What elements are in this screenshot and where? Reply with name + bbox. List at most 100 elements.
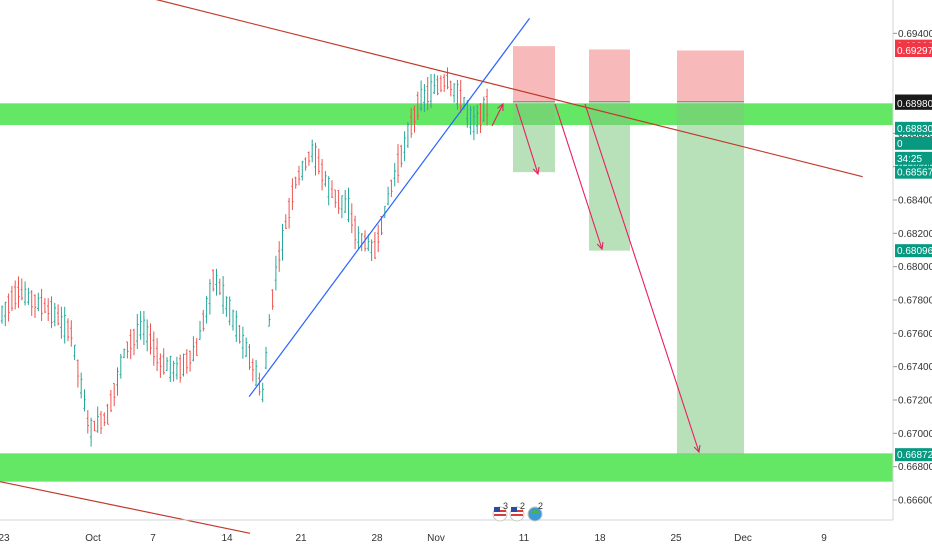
candle [235, 310, 238, 342]
time-axis-ticks[interactable]: 23 Oct 7 14 21 28 Nov 11 18 25 Dec 9 [0, 533, 827, 544]
candle [330, 180, 334, 199]
candle [53, 302, 56, 327]
price-label: 0.68096 [897, 246, 932, 257]
time-tick-label: 28 [371, 533, 383, 544]
candle [17, 276, 20, 308]
candle [274, 255, 278, 291]
candle [218, 278, 221, 296]
candle [446, 67, 449, 90]
candle [14, 280, 17, 310]
candle [423, 84, 426, 112]
candle [198, 320, 202, 340]
candle [165, 357, 169, 372]
candle [410, 107, 413, 138]
candle [215, 268, 218, 296]
candle [390, 179, 393, 197]
zone-layer [0, 103, 893, 482]
projection-arrow [584, 103, 700, 453]
price-tick-label: 0.66800 [898, 462, 932, 473]
price-tick-label: 0.67400 [898, 362, 932, 373]
candle [449, 80, 452, 97]
candle [264, 346, 268, 370]
candle [350, 203, 353, 234]
price-tick-label: 0.67800 [898, 296, 932, 307]
price-label-box [895, 44, 932, 57]
candle [146, 319, 149, 352]
candle [251, 358, 254, 382]
time-tick-label: 21 [295, 533, 307, 544]
candle [268, 314, 271, 327]
price-label-box [895, 121, 932, 135]
candle [40, 288, 43, 321]
support-zone [0, 453, 893, 482]
globe-event-count: 2 [538, 501, 543, 511]
candle [344, 189, 347, 213]
projection-arrow [554, 103, 603, 250]
candle [89, 417, 93, 447]
price-label-box [895, 136, 932, 150]
price-label-box [895, 165, 932, 179]
candle [469, 105, 472, 135]
candle [7, 293, 10, 322]
candle [452, 83, 456, 103]
us-event-icon[interactable]: 3 [492, 501, 508, 522]
candle [301, 160, 304, 181]
candle [261, 382, 264, 403]
price-tick-label: 0.68000 [898, 262, 932, 273]
candle [456, 79, 459, 110]
candle [429, 73, 433, 109]
candle [403, 131, 406, 162]
price-label: 0 [897, 139, 903, 150]
resistance-zone [0, 103, 893, 125]
candle [159, 353, 162, 378]
position-target-zone [589, 101, 630, 251]
candle [367, 234, 370, 252]
candle [195, 338, 198, 356]
candle [377, 224, 380, 253]
candle [27, 287, 30, 305]
descending-resistance-line [155, 0, 863, 178]
candle [476, 104, 479, 135]
time-tick-label: 25 [670, 533, 682, 544]
candle [340, 195, 344, 219]
candle [162, 348, 165, 375]
candle [324, 170, 327, 187]
candle [278, 241, 281, 272]
trendline-layer [0, 0, 863, 534]
candle [149, 323, 152, 355]
candle [419, 80, 423, 111]
price-label-box [895, 151, 932, 165]
globe-event-icon[interactable]: 2 [527, 501, 543, 522]
us-event-icon[interactable]: 2 [509, 501, 525, 522]
position-stop-zone [589, 49, 630, 102]
position-target-zone [677, 101, 744, 455]
candle [373, 231, 377, 260]
candle [83, 389, 86, 412]
candle [152, 331, 155, 366]
candle [212, 269, 215, 292]
candle [30, 290, 33, 316]
projection-arrow [515, 103, 539, 175]
candle [357, 226, 360, 250]
candle [337, 190, 340, 214]
candle [320, 158, 324, 191]
candle [393, 162, 396, 187]
candle [70, 320, 73, 347]
candle [291, 178, 294, 211]
price-label: 0.68830 [897, 124, 932, 135]
position-stop-zone [677, 50, 744, 102]
candle [66, 318, 70, 342]
candle [126, 341, 129, 359]
candle [113, 382, 116, 407]
candle [60, 306, 63, 339]
candle [99, 410, 103, 435]
candle [297, 165, 301, 186]
candle [63, 306, 66, 344]
economic-events[interactable]: 3 2 2 [492, 501, 543, 522]
us-event-count: 2 [520, 501, 525, 511]
position-stop-zone [513, 46, 555, 102]
candle [50, 296, 53, 329]
candle [139, 311, 142, 340]
candle [380, 216, 383, 236]
